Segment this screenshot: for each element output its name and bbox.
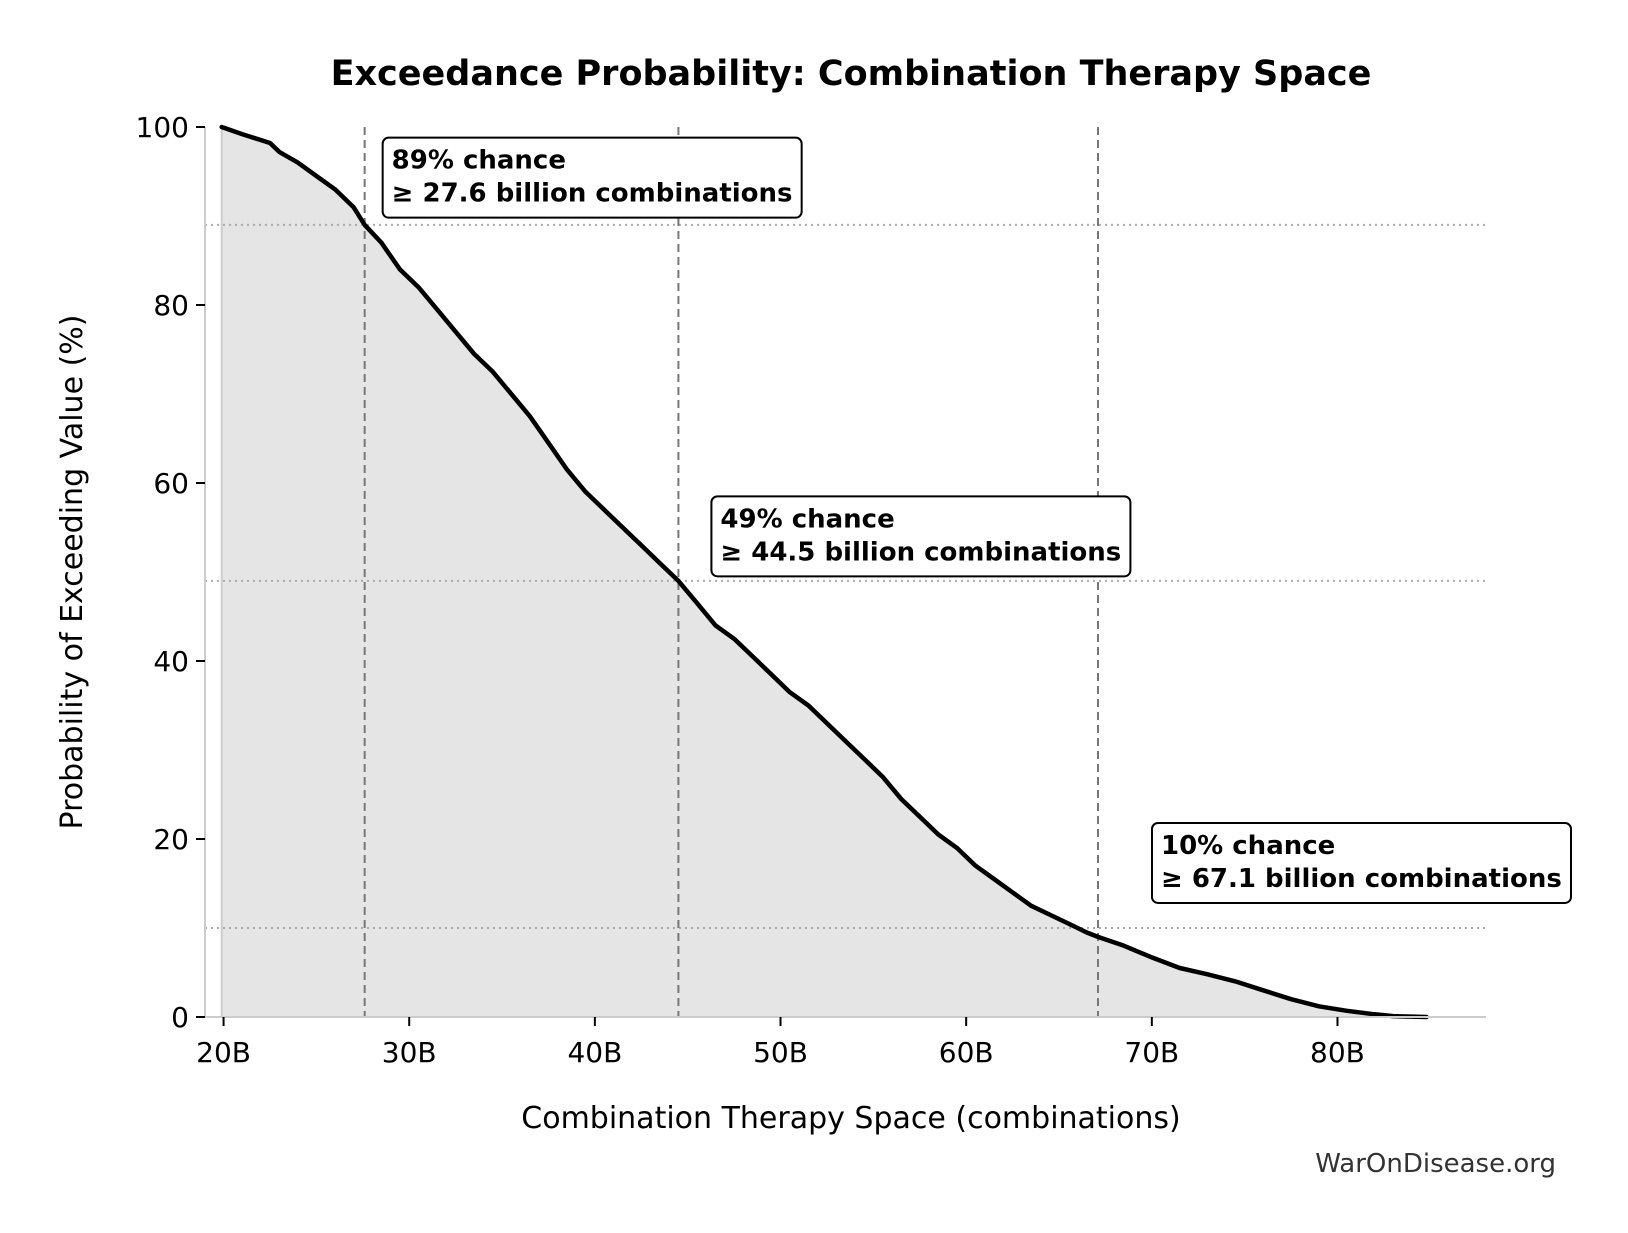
watermark: WarOnDisease.org [1315,1149,1556,1179]
x-tick-label: 80B [1310,1036,1365,1069]
annotation-frame [710,495,1132,578]
annotation-line1: 10% chance [1161,831,1335,861]
annotation-frame [1150,821,1572,904]
x-tick-label: 40B [567,1036,622,1069]
y-axis-label: Probability of Exceeding Value (%) [55,315,90,830]
annotation-box: 10% chance≥ 67.1 billion combinations [1150,821,1572,904]
chart-title: Exceedance Probability: Combination Ther… [331,54,1372,94]
annotations: 89% chance≥ 27.6 billion combinations 49%… [381,136,1572,904]
y-tick-label: 20 [153,823,189,856]
x-tick-label: 20B [196,1036,251,1069]
annotation-line1: 49% chance [720,504,894,534]
x-axis-label: Combination Therapy Space (combinations) [521,1101,1180,1136]
annotation-line1: 89% chance [392,146,566,176]
annotation-line2: ≥ 44.5 billion combinations [720,537,1121,567]
annotation-frame [381,136,803,219]
y-tick-label: 60 [153,467,189,500]
x-tick-label: 50B [753,1036,808,1069]
area-fill [221,127,1427,1017]
axes: 20B 30B 40B 50B 60B 70B 80B 0 20 40 60 80 100 [136,111,1486,1069]
y-tick-label: 40 [153,645,189,678]
x-tick-label: 30B [382,1036,437,1069]
exceedance-curve [219,124,1429,1020]
x-tick-label: 60B [939,1036,994,1069]
y-tick-label: 100 [136,111,189,144]
annotation-box: 49% chance≥ 44.5 billion combinations [710,495,1132,578]
x-tick-label: 70B [1124,1036,1179,1069]
annotation-box: 89% chance≥ 27.6 billion combinations [381,136,803,219]
fill-layer [220,127,1427,1017]
annotation-line2: ≥ 27.6 billion combinations [392,179,793,209]
curve-layer [219,124,1429,1020]
annotation-line2: ≥ 67.1 billion combinations [1161,864,1562,894]
y-tick-label: 0 [171,1001,189,1034]
y-tick-label: 80 [153,289,189,322]
